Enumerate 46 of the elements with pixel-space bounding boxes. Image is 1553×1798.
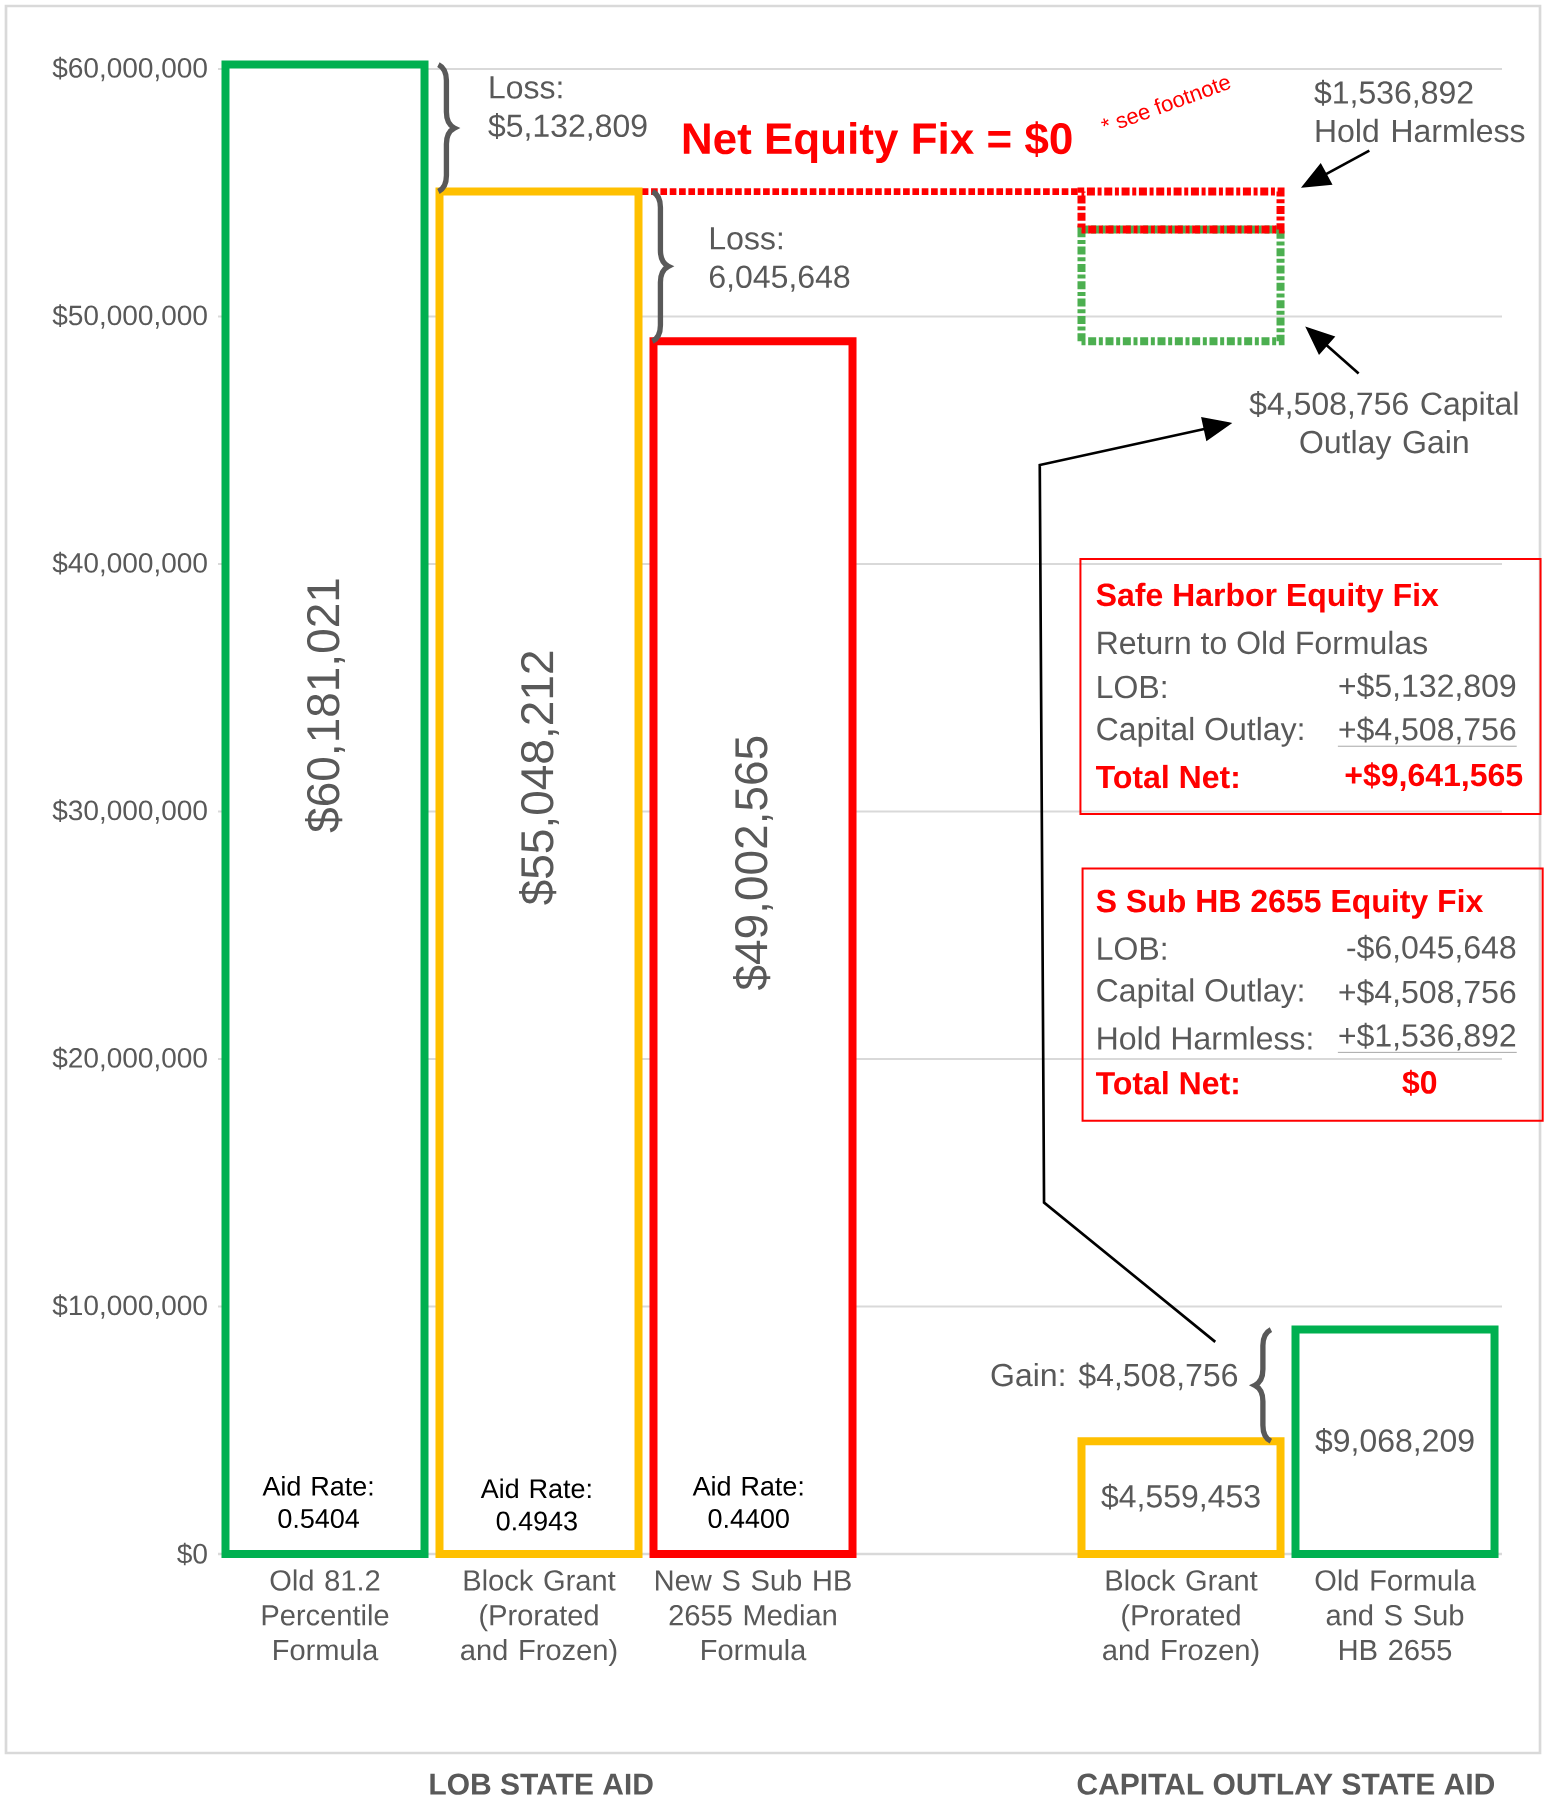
- annotation: Loss: $5,132,809: [488, 76, 647, 141]
- annotation: Hold Harmless:: [1098, 1026, 1312, 1050]
- y-tick-label: $50,000,000: [52, 304, 207, 329]
- annotation: Return to Old Formulas: [1098, 630, 1428, 655]
- annotation: * see footnote: [1101, 78, 1231, 129]
- annotation: $0: [1402, 1069, 1437, 1096]
- text: LOB STATE AID: [430, 1773, 653, 1795]
- annotation: Capital Outlay:: [1097, 978, 1303, 1009]
- annotation: -$6,045,648: [1347, 934, 1516, 963]
- x-tick-label: Old 81.2 Percentile Formula: [262, 1569, 389, 1661]
- text: CAPITAL OUTLAY STATE AID: [1077, 1773, 1495, 1795]
- y-tick-label: $20,000,000: [52, 1046, 207, 1072]
- annotation: Capital Outlay:: [1097, 716, 1303, 747]
- annotation: +$4,508,756: [1339, 716, 1516, 745]
- annotation: +$5,132,809: [1339, 673, 1516, 701]
- y-tick-label: $60,000,000: [52, 56, 207, 82]
- annotation: Total Net:: [1096, 1071, 1238, 1095]
- annotation: S Sub HB 2655 Equity Fix: [1096, 888, 1484, 919]
- data-label: $55,048,212: [519, 651, 559, 905]
- annotation: Aid Rate: 0.4400: [692, 1475, 803, 1529]
- annotation: $4,508,756 Capital Outlay Gain: [1249, 391, 1518, 460]
- x-tick-label: Block Grant (Prorated and Frozen): [1103, 1569, 1259, 1667]
- data-label: $9,068,209: [1315, 1427, 1474, 1456]
- annotation: LOB:: [1098, 937, 1166, 960]
- y-tick-label: $0: [177, 1542, 207, 1566]
- y-tick-label: $40,000,000: [52, 551, 207, 577]
- x-tick-label: Block Grant (Prorated and Frozen): [461, 1569, 617, 1667]
- data-label: $49,002,565: [733, 736, 773, 991]
- data-label: $4,559,453: [1101, 1483, 1260, 1512]
- annotation: $1,536,892 Hold Harmless: [1314, 79, 1525, 143]
- annotation: +$4,508,756: [1339, 979, 1516, 1008]
- annotation: +$1,536,892: [1339, 1022, 1516, 1051]
- y-tick-label: $30,000,000: [52, 799, 207, 824]
- y-tick-label: $10,000,000: [52, 1294, 207, 1319]
- annotation: Total Net:: [1096, 764, 1238, 789]
- x-tick-label: Old Formula and S Sub HB 2655: [1315, 1569, 1476, 1661]
- annotation: Aid Rate: 0.5404: [262, 1475, 373, 1529]
- annotation: Gain: $4,508,756: [991, 1362, 1238, 1391]
- annotation: Net Equity Fix = $0: [683, 121, 1072, 163]
- annotation: Loss: 6,045,648: [709, 227, 850, 292]
- annotation: +$9,641,565: [1345, 762, 1523, 791]
- annotation: Aid Rate: 0.4943: [480, 1478, 591, 1531]
- annotation: Safe Harbor Equity Fix: [1096, 582, 1439, 613]
- annotation: LOB:: [1098, 675, 1166, 699]
- data-label: $60,181,021: [305, 579, 345, 833]
- x-tick-label: New S Sub HB 2655 Median Formula: [656, 1569, 851, 1661]
